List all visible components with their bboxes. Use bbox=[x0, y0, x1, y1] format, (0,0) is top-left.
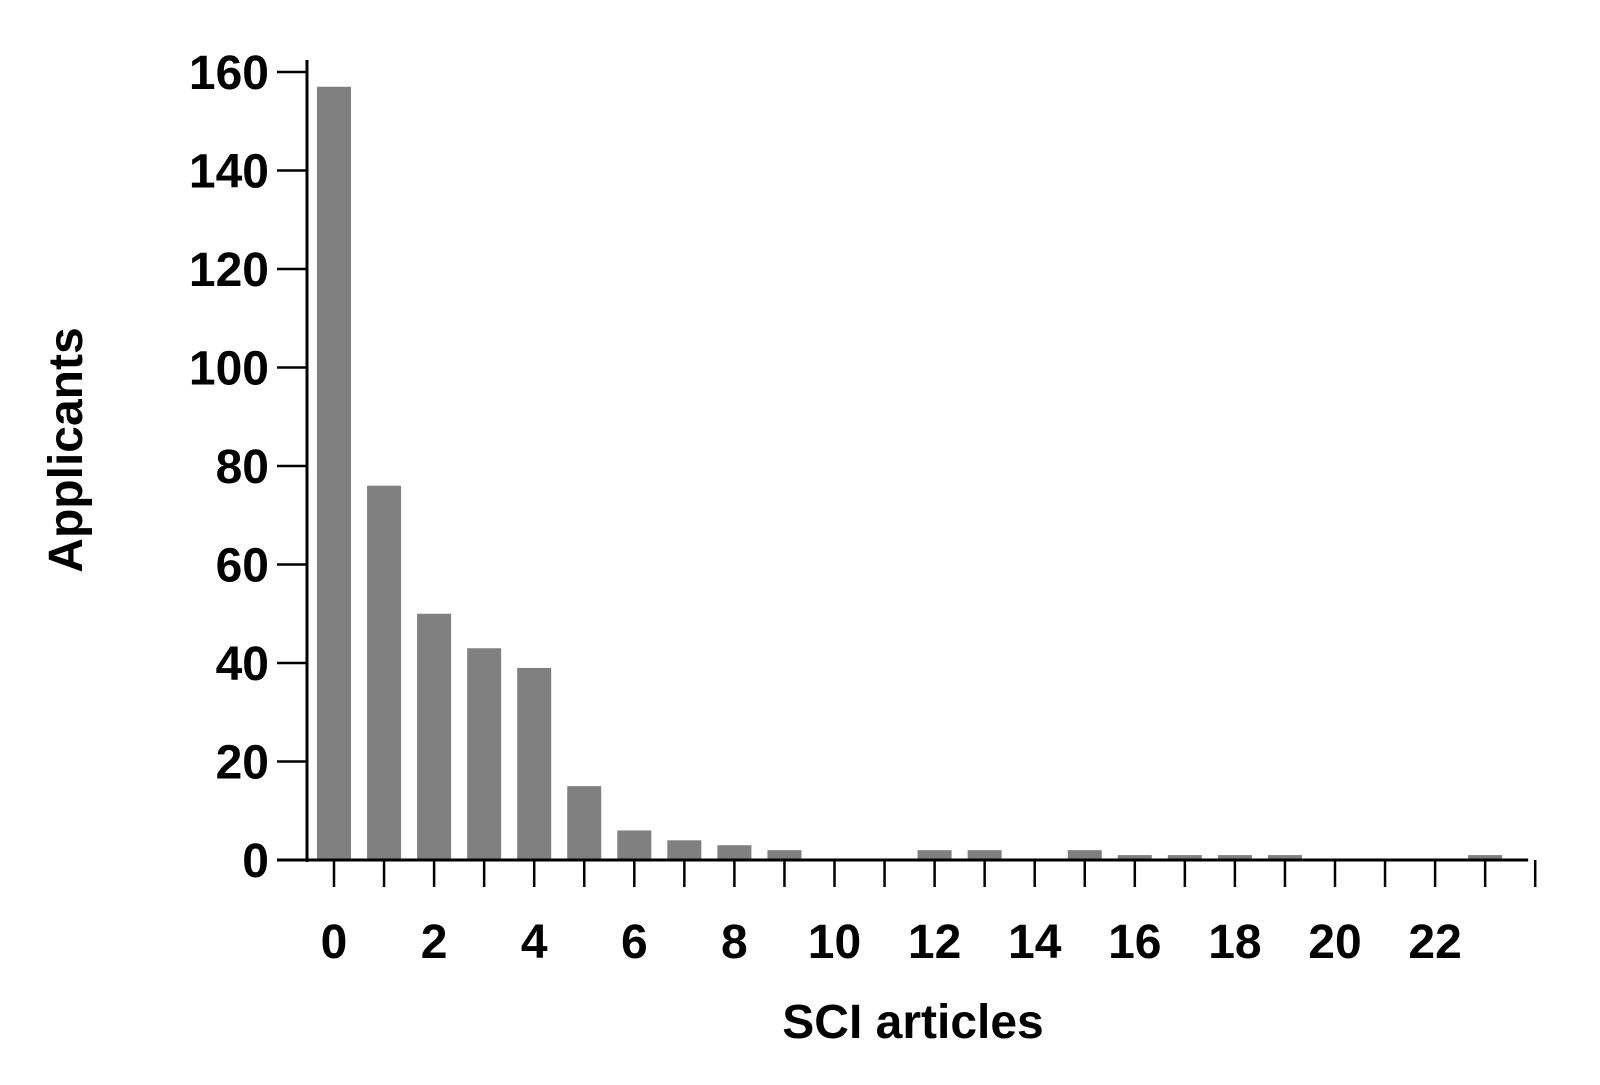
x-tick-label-4: 4 bbox=[521, 916, 548, 969]
y-tick-label-140: 140 bbox=[189, 146, 269, 199]
bar-16 bbox=[1117, 855, 1152, 860]
x-axis-label: SCI articles bbox=[782, 996, 1043, 1049]
bar-17 bbox=[1167, 855, 1202, 860]
y-tick-label-40: 40 bbox=[216, 638, 269, 691]
x-tick-label-12: 12 bbox=[908, 916, 961, 969]
y-tick-label-0: 0 bbox=[242, 835, 269, 888]
bar-18 bbox=[1217, 855, 1252, 860]
x-tick-label-8: 8 bbox=[721, 916, 748, 969]
x-tick-label-0: 0 bbox=[321, 916, 348, 969]
y-tick-label-100: 100 bbox=[189, 343, 269, 396]
bar-23 bbox=[1468, 855, 1503, 860]
bar-13 bbox=[967, 850, 1002, 860]
bar-3 bbox=[467, 648, 502, 860]
x-tick-label-22: 22 bbox=[1408, 916, 1461, 969]
y-tick-label-60: 60 bbox=[216, 540, 269, 593]
bar-19 bbox=[1267, 855, 1302, 860]
y-tick-label-20: 20 bbox=[216, 737, 269, 790]
y-tick-label-160: 160 bbox=[189, 47, 269, 100]
bar-0 bbox=[317, 86, 351, 860]
bar-7 bbox=[667, 840, 702, 860]
bar-1 bbox=[367, 485, 402, 860]
bar-4 bbox=[517, 667, 552, 860]
x-tick-label-10: 10 bbox=[808, 916, 861, 969]
x-tick-label-2: 2 bbox=[421, 916, 448, 969]
bar-9 bbox=[767, 850, 802, 860]
bar-5 bbox=[567, 786, 602, 861]
y-tick-label-80: 80 bbox=[216, 441, 269, 494]
x-tick-label-20: 20 bbox=[1308, 916, 1361, 969]
x-tick-label-14: 14 bbox=[1008, 916, 1062, 969]
y-axis: 0 20 40 60 80 100 120 140 160 bbox=[189, 47, 309, 888]
bar-2 bbox=[417, 613, 452, 860]
x-tick-label-18: 18 bbox=[1208, 916, 1261, 969]
bar-15 bbox=[1067, 850, 1102, 860]
y-tick-label-120: 120 bbox=[189, 244, 269, 297]
bar-12 bbox=[917, 850, 952, 860]
bar-8 bbox=[717, 845, 752, 860]
x-axis: 0 2 4 6 8 10 12 14 16 18 20 22 bbox=[277, 858, 1537, 969]
bars-group bbox=[317, 86, 1503, 861]
x-tick-label-6: 6 bbox=[621, 916, 648, 969]
x-tick-label-16: 16 bbox=[1108, 916, 1161, 969]
bar-6 bbox=[617, 830, 652, 860]
y-axis-label: Applicants bbox=[40, 327, 93, 572]
